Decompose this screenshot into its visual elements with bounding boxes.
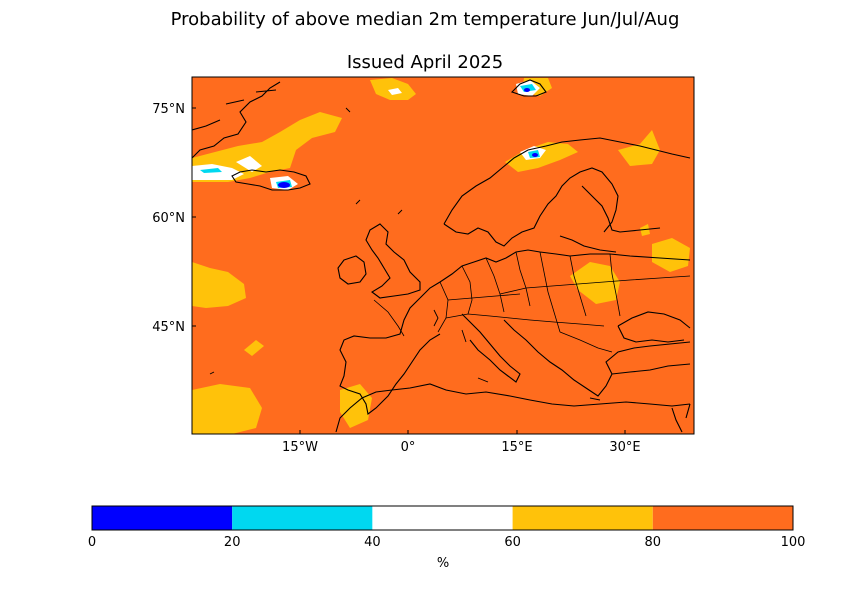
colorbar-tick-label: 60	[504, 535, 521, 550]
prob-patch-60-80	[244, 340, 264, 356]
coastline-turkey-levant	[611, 363, 691, 433]
lon-tick-label: 15°W	[282, 440, 318, 455]
coastline-north-africa	[335, 383, 691, 433]
colorbar-tick-label: 0	[88, 535, 96, 550]
lon-tick-label: 15°E	[501, 440, 532, 455]
prob-patch-60-80	[618, 130, 660, 166]
coastline-black-sea	[617, 311, 691, 343]
colorbar-swatch	[372, 506, 513, 530]
prob-patch-60-80	[192, 112, 342, 182]
prob-patch-0-20	[532, 153, 538, 157]
coastline-finland-baltic	[559, 185, 661, 253]
prob-patch-40-60	[236, 156, 262, 172]
colorbar-tick-label: 20	[224, 535, 241, 550]
coastline-islands	[209, 107, 601, 401]
coastline-ireland	[337, 255, 367, 285]
figure-subtitle: Issued April 2025	[346, 52, 504, 73]
colorbar-label: %	[437, 556, 449, 571]
colorbar-tick-label: 80	[645, 535, 662, 550]
colorbar-frame	[91, 505, 794, 531]
coastlines	[192, 79, 691, 433]
colorbar-swatch	[652, 506, 793, 530]
country-borders	[373, 251, 691, 353]
coastline-greenland	[192, 81, 281, 159]
prob-patch-60-80	[340, 384, 372, 428]
lat-tick-label: 75°N	[152, 102, 185, 117]
colorbar: 0 20 40 60 80 100	[88, 505, 806, 550]
figure-title: Probability of above median 2m temperatu…	[170, 9, 680, 30]
colorbar-swatch	[232, 506, 373, 530]
prob-patch-60-80	[652, 238, 690, 272]
lon-tick-label: 0°	[401, 440, 416, 455]
colorbar-swatch	[512, 506, 653, 530]
prob-patch-20-40	[200, 168, 222, 173]
coastline-britain	[365, 223, 421, 299]
prob-patch-60-80	[192, 262, 246, 308]
lat-tick-label: 45°N	[152, 320, 185, 335]
prob-patch-0-20	[524, 88, 530, 92]
coastline-scandinavia	[443, 137, 691, 247]
map-background	[192, 77, 694, 434]
prob-patch-60-80	[505, 142, 578, 172]
coastline-iceland	[231, 169, 311, 191]
map-panel: 75°N 60°N 45°N 15°W 0° 15°E 30°E	[152, 76, 695, 455]
lat-axis: 75°N 60°N 45°N	[152, 102, 196, 335]
prob-patch-40-60	[388, 88, 402, 95]
coastline-italy-balkans	[461, 313, 691, 397]
colorbar-tick-label: 40	[364, 535, 381, 550]
colorbar-swatch	[92, 506, 233, 530]
prob-patch-60-80	[192, 384, 262, 434]
colorbar-tick-label: 100	[781, 535, 806, 550]
prob-patch-0-20	[278, 182, 290, 188]
lat-tick-label: 60°N	[152, 211, 185, 226]
coastline-france-iberia	[339, 297, 441, 415]
map-frame	[191, 76, 695, 435]
lon-axis: 15°W 0° 15°E 30°E	[282, 430, 641, 455]
coastline-svalbard	[510, 79, 547, 97]
probability-fields	[192, 78, 690, 434]
lon-tick-label: 30°E	[609, 440, 640, 455]
